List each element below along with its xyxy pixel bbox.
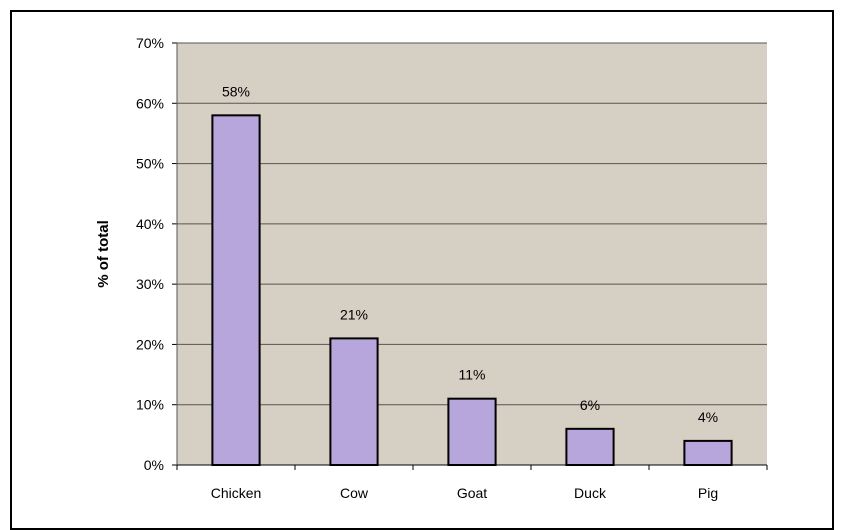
y-tick-label: 0% xyxy=(144,457,164,473)
y-tick-label: 10% xyxy=(136,397,164,413)
bars xyxy=(211,114,733,467)
data-labels: 58% 21% 11% 6% 4% xyxy=(222,83,718,425)
y-tick-label: 40% xyxy=(136,216,164,232)
bar-goat xyxy=(447,397,497,466)
bar-chart: 0% 10% 20% 30% 40% 50% 60% 70% Chicken Cow Goat Du… xyxy=(95,35,768,501)
data-label: 11% xyxy=(459,367,486,383)
gridlines xyxy=(177,42,767,406)
plot-area xyxy=(177,43,767,465)
y-tick-label: 50% xyxy=(136,156,164,172)
x-tick-label: Pig xyxy=(698,485,718,501)
data-label: 58% xyxy=(222,83,250,99)
x-tick-label: Chicken xyxy=(211,485,262,501)
bar-pig xyxy=(683,439,733,466)
y-tick-label: 70% xyxy=(136,35,164,51)
y-tick-label: 20% xyxy=(136,336,164,352)
y-axis-label: % of total xyxy=(95,220,112,288)
bar-cow xyxy=(329,337,379,466)
data-label: 6% xyxy=(580,397,600,413)
bar-chicken xyxy=(211,114,261,466)
data-label: 21% xyxy=(340,306,368,322)
x-tick-label: Goat xyxy=(457,485,487,501)
bar-duck xyxy=(565,427,615,467)
x-tick-label: Cow xyxy=(340,485,369,501)
y-tick-label: 60% xyxy=(136,95,164,111)
y-axis: 0% 10% 20% 30% 40% 50% 60% 70% xyxy=(136,35,178,473)
x-tick-label: Duck xyxy=(574,485,607,501)
data-label: 4% xyxy=(698,409,718,425)
y-tick-label: 30% xyxy=(136,276,164,292)
x-axis: Chicken Cow Goat Duck Pig xyxy=(176,464,768,501)
